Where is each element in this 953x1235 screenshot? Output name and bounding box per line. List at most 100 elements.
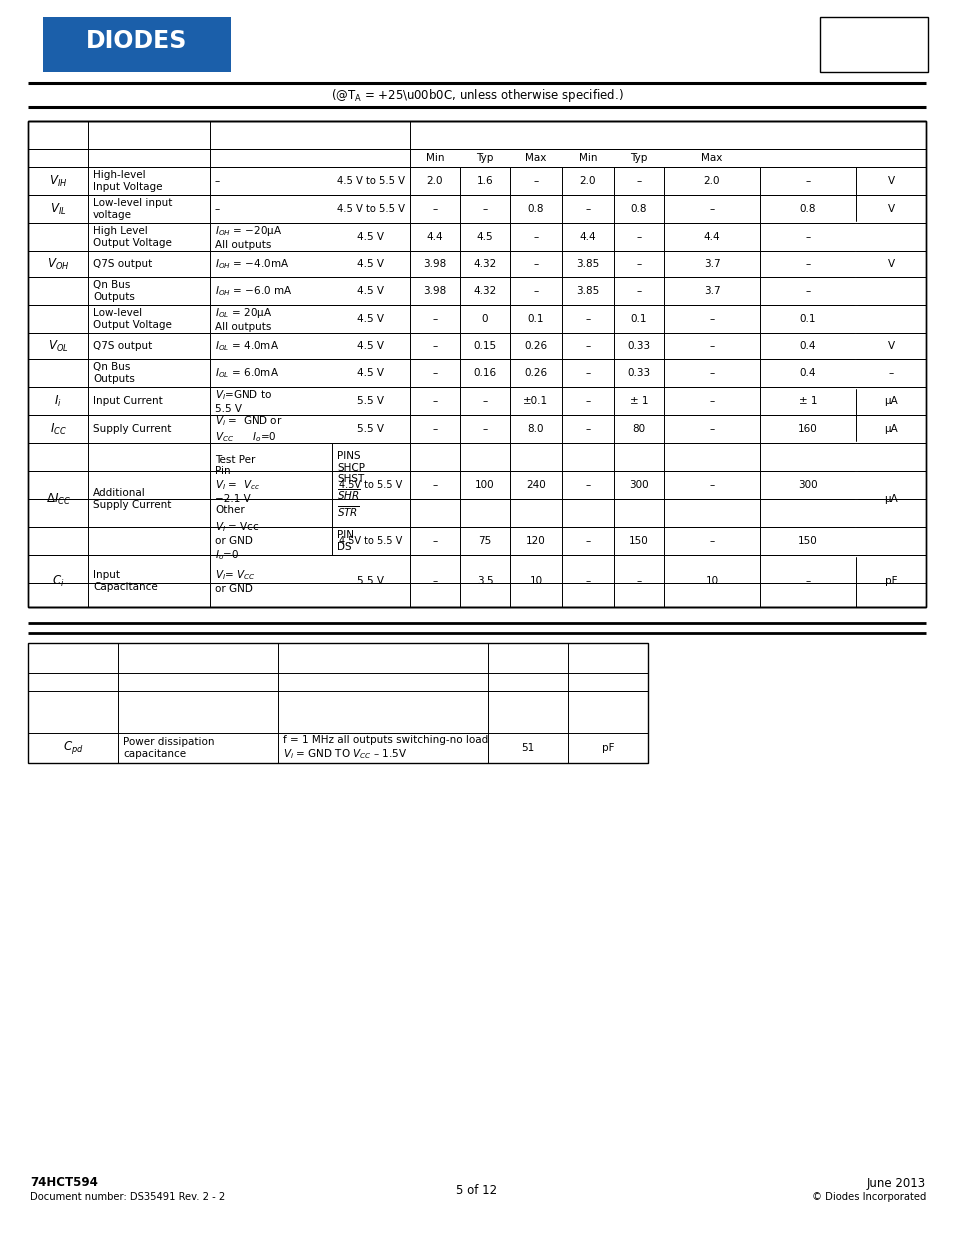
- Bar: [820, 17, 927, 72]
- Text: 3.85: 3.85: [576, 259, 599, 269]
- Text: –: –: [804, 259, 810, 269]
- Text: 10: 10: [529, 576, 542, 585]
- Text: pF: pF: [601, 743, 614, 753]
- Text: –: –: [585, 536, 590, 546]
- Text: Test Per
Pin
$V_{I}$ =  $V_{cc}$
−2.1 V
Other: Test Per Pin $V_{I}$ = $V_{cc}$ −2.1 V O…: [214, 454, 260, 515]
- Text: –: –: [636, 287, 641, 296]
- Text: –: –: [636, 177, 641, 186]
- Text: –: –: [887, 368, 893, 378]
- Text: V: V: [886, 341, 894, 351]
- Text: 4.5 V: 4.5 V: [357, 341, 384, 351]
- Text: 160: 160: [798, 424, 817, 433]
- Text: –: –: [709, 396, 714, 406]
- Text: –: –: [585, 368, 590, 378]
- Text: V: V: [886, 204, 894, 214]
- Text: 2.0: 2.0: [579, 177, 596, 186]
- Text: V: V: [886, 259, 894, 269]
- Text: $V_{I}$=GND to
5.5 V: $V_{I}$=GND to 5.5 V: [214, 388, 272, 414]
- Text: –: –: [585, 396, 590, 406]
- Text: 4.5V to 5.5 V: 4.5V to 5.5 V: [339, 480, 402, 490]
- Text: –: –: [804, 232, 810, 242]
- Text: –: –: [585, 314, 590, 324]
- Text: Supply Current: Supply Current: [92, 424, 172, 433]
- Text: 3.85: 3.85: [576, 287, 599, 296]
- Text: 0.4: 0.4: [799, 341, 816, 351]
- Text: –: –: [709, 480, 714, 490]
- Text: –: –: [482, 396, 487, 406]
- Text: 4.5 V: 4.5 V: [357, 287, 384, 296]
- Text: –: –: [533, 287, 538, 296]
- Text: Max: Max: [525, 153, 546, 163]
- Text: –: –: [585, 424, 590, 433]
- Text: 4.5 V to 5.5 V: 4.5 V to 5.5 V: [336, 204, 405, 214]
- Text: 4.4: 4.4: [426, 232, 443, 242]
- Text: ®: ®: [236, 38, 244, 44]
- Text: Input
Capacitance: Input Capacitance: [92, 571, 157, 592]
- Text: 0.8: 0.8: [630, 204, 646, 214]
- Text: –: –: [214, 177, 220, 186]
- Text: 4.32: 4.32: [473, 259, 497, 269]
- Text: ± 1: ± 1: [629, 396, 648, 406]
- Text: 1.6: 1.6: [476, 177, 493, 186]
- Text: 4.5 V: 4.5 V: [357, 259, 384, 269]
- Text: $V_{i}$ =  GND or
$V_{CC}$      $I_{o}$=0: $V_{i}$ = GND or $V_{CC}$ $I_{o}$=0: [214, 414, 282, 443]
- Text: 0.8: 0.8: [527, 204, 543, 214]
- Text: $V_{I}$ = Vcc
or GND
$I_{o}$=0: $V_{I}$ = Vcc or GND $I_{o}$=0: [214, 520, 259, 562]
- Text: DIODES: DIODES: [86, 28, 188, 53]
- Text: 150: 150: [628, 536, 648, 546]
- Text: 0.15: 0.15: [473, 341, 497, 351]
- Text: 120: 120: [525, 536, 545, 546]
- Text: –: –: [636, 259, 641, 269]
- Text: 3.98: 3.98: [423, 287, 446, 296]
- Text: 0.16: 0.16: [473, 368, 497, 378]
- Text: 0.4: 0.4: [799, 368, 816, 378]
- Text: –: –: [636, 576, 641, 585]
- Text: –: –: [533, 232, 538, 242]
- Text: –: –: [804, 177, 810, 186]
- Bar: [28, 643, 647, 763]
- Text: 5 of 12: 5 of 12: [456, 1183, 497, 1197]
- Text: 100: 100: [475, 480, 495, 490]
- Text: $I_{OL}$ = 20μA
All outputs: $I_{OL}$ = 20μA All outputs: [214, 306, 272, 332]
- Text: Q7S output: Q7S output: [92, 259, 152, 269]
- Text: –: –: [585, 576, 590, 585]
- Text: –: –: [804, 287, 810, 296]
- Text: 0.8: 0.8: [799, 204, 816, 214]
- Text: 5.5 V: 5.5 V: [357, 576, 384, 585]
- Text: $ΔI_{CC}$: $ΔI_{CC}$: [46, 492, 71, 506]
- Text: Min: Min: [578, 153, 597, 163]
- Text: $V_{IH}$: $V_{IH}$: [49, 173, 67, 189]
- Text: –: –: [709, 341, 714, 351]
- Text: 4.4: 4.4: [703, 232, 720, 242]
- Text: High Level
Output Voltage: High Level Output Voltage: [92, 226, 172, 248]
- Text: $I_{OH}$ = −6.0 mA: $I_{OH}$ = −6.0 mA: [214, 284, 293, 298]
- Text: 4.5 V: 4.5 V: [357, 232, 384, 242]
- Text: © Diodes Incorporated: © Diodes Incorporated: [811, 1192, 925, 1202]
- Text: μA: μA: [883, 396, 897, 406]
- Text: 300: 300: [629, 480, 648, 490]
- Text: 5.5 V: 5.5 V: [357, 424, 384, 433]
- Text: V: V: [886, 177, 894, 186]
- Text: $V_{OH}$: $V_{OH}$: [47, 257, 70, 272]
- Text: μA: μA: [883, 424, 897, 433]
- Text: –: –: [709, 368, 714, 378]
- Text: f = 1 MHz all outputs switching-no load
$V_i$ = GND TO $V_{CC}$ – 1.5V: f = 1 MHz all outputs switching-no load …: [283, 735, 488, 761]
- Text: –: –: [432, 204, 437, 214]
- Text: –: –: [709, 204, 714, 214]
- Text: $I_{OL}$ = 6.0mA: $I_{OL}$ = 6.0mA: [214, 366, 278, 380]
- Text: –: –: [636, 232, 641, 242]
- Text: ± 1: ± 1: [798, 396, 817, 406]
- Text: –: –: [432, 368, 437, 378]
- Text: pF: pF: [883, 576, 897, 585]
- Text: Typ: Typ: [630, 153, 647, 163]
- Text: 4.5 V to 5.5 V: 4.5 V to 5.5 V: [336, 177, 405, 186]
- Text: 3.7: 3.7: [703, 287, 720, 296]
- Bar: [28, 121, 925, 606]
- Text: 0: 0: [481, 314, 488, 324]
- Text: –: –: [709, 536, 714, 546]
- Text: Input Current: Input Current: [92, 396, 163, 406]
- Text: 0.1: 0.1: [527, 314, 543, 324]
- Text: 0.1: 0.1: [799, 314, 816, 324]
- Text: Typ: Typ: [476, 153, 493, 163]
- Text: –: –: [709, 314, 714, 324]
